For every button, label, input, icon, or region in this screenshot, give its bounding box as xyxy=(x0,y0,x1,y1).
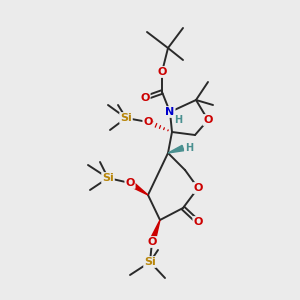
Text: O: O xyxy=(125,178,135,188)
Text: O: O xyxy=(143,117,153,127)
Text: H: H xyxy=(185,143,193,153)
Text: N: N xyxy=(165,107,175,117)
Polygon shape xyxy=(128,181,148,195)
Text: O: O xyxy=(203,115,213,125)
Text: Si: Si xyxy=(102,173,114,183)
Text: H: H xyxy=(174,115,182,125)
Polygon shape xyxy=(149,220,160,243)
Text: O: O xyxy=(140,93,150,103)
Text: O: O xyxy=(193,183,203,193)
Text: O: O xyxy=(193,217,203,227)
Text: Si: Si xyxy=(144,257,156,267)
Polygon shape xyxy=(168,145,184,153)
Text: Si: Si xyxy=(120,113,132,123)
Text: O: O xyxy=(157,67,167,77)
Text: O: O xyxy=(147,237,157,247)
